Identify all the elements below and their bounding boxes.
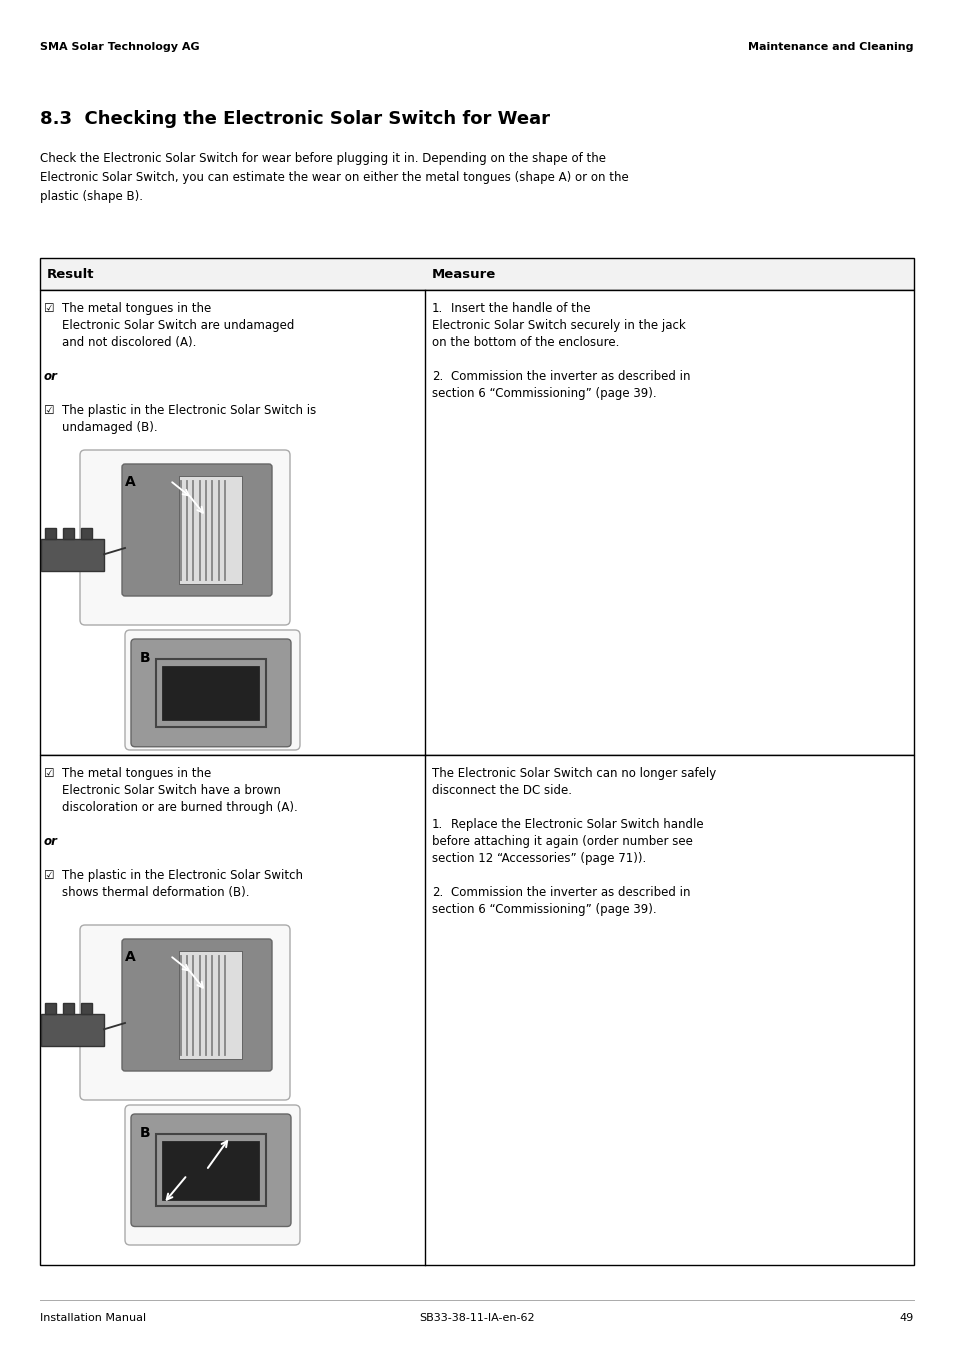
Text: B: B (140, 1126, 151, 1140)
Bar (81, 529, 92, 539)
Bar (155, 1134, 266, 1206)
FancyBboxPatch shape (80, 925, 290, 1101)
FancyBboxPatch shape (122, 940, 272, 1071)
Bar (40, 754, 913, 1265)
Text: Installation Manual: Installation Manual (40, 1313, 146, 1324)
Text: or: or (44, 836, 58, 848)
FancyBboxPatch shape (125, 1105, 299, 1245)
Text: SB33-38-11-IA-en-62: SB33-38-11-IA-en-62 (418, 1313, 535, 1324)
Text: A: A (125, 475, 135, 489)
Bar (41, 1014, 104, 1045)
Bar (81, 1003, 92, 1014)
FancyBboxPatch shape (131, 639, 291, 746)
Text: 2.: 2. (432, 370, 443, 383)
Text: The plastic in the Electronic Solar Switch: The plastic in the Electronic Solar Swit… (62, 869, 303, 882)
Text: ☑: ☑ (44, 301, 54, 315)
Text: The metal tongues in the: The metal tongues in the (62, 301, 211, 315)
Text: The Electronic Solar Switch can no longer safely: The Electronic Solar Switch can no longe… (432, 767, 716, 780)
Bar (179, 950, 242, 1059)
Text: Electronic Solar Switch, you can estimate the wear on either the metal tongues (: Electronic Solar Switch, you can estimat… (40, 170, 628, 184)
Text: A: A (125, 950, 135, 964)
Text: section 6 “Commissioning” (page 39).: section 6 “Commissioning” (page 39). (432, 387, 656, 400)
Text: 49: 49 (899, 1313, 913, 1324)
FancyBboxPatch shape (80, 450, 290, 625)
Text: and not discolored (A).: and not discolored (A). (62, 337, 196, 349)
Text: discoloration or are burned through (A).: discoloration or are burned through (A). (62, 800, 297, 814)
Text: disconnect the DC side.: disconnect the DC side. (432, 784, 572, 796)
Text: The metal tongues in the: The metal tongues in the (62, 767, 211, 780)
Bar (40, 289, 913, 754)
Bar (64, 529, 74, 539)
Text: Check the Electronic Solar Switch for wear before plugging it in. Depending on t: Check the Electronic Solar Switch for we… (40, 151, 605, 165)
Text: Electronic Solar Switch have a brown: Electronic Solar Switch have a brown (62, 784, 280, 796)
Bar (41, 539, 104, 571)
Text: B: B (140, 652, 151, 665)
Text: Maintenance and Cleaning: Maintenance and Cleaning (748, 42, 913, 51)
Text: Measure: Measure (432, 268, 496, 280)
Text: undamaged (B).: undamaged (B). (62, 420, 157, 434)
Text: plastic (shape B).: plastic (shape B). (40, 191, 143, 203)
Text: section 6 “Commissioning” (page 39).: section 6 “Commissioning” (page 39). (432, 903, 656, 917)
Bar (155, 660, 266, 726)
Text: Commission the inverter as described in: Commission the inverter as described in (451, 370, 690, 383)
Bar (179, 476, 242, 584)
Text: The plastic in the Electronic Solar Switch is: The plastic in the Electronic Solar Swit… (62, 404, 315, 416)
Text: Insert the handle of the: Insert the handle of the (451, 301, 590, 315)
Text: ☑: ☑ (44, 404, 54, 416)
FancyBboxPatch shape (131, 1114, 291, 1226)
Text: Commission the inverter as described in: Commission the inverter as described in (451, 886, 690, 899)
Text: 8.3  Checking the Electronic Solar Switch for Wear: 8.3 Checking the Electronic Solar Switch… (40, 110, 550, 128)
Text: Replace the Electronic Solar Switch handle: Replace the Electronic Solar Switch hand… (451, 818, 703, 831)
Bar (64, 1003, 74, 1014)
Text: ☑: ☑ (44, 869, 54, 882)
Text: 2.: 2. (432, 886, 443, 899)
Text: before attaching it again (order number see: before attaching it again (order number … (432, 836, 692, 848)
Bar (46, 529, 56, 539)
Text: SMA Solar Technology AG: SMA Solar Technology AG (40, 42, 199, 51)
Text: on the bottom of the enclosure.: on the bottom of the enclosure. (432, 337, 618, 349)
Bar (163, 667, 258, 719)
Text: ☑: ☑ (44, 767, 54, 780)
FancyBboxPatch shape (125, 630, 299, 750)
FancyBboxPatch shape (122, 464, 272, 596)
Bar (40, 258, 913, 289)
Text: 1.: 1. (432, 818, 443, 831)
Text: section 12 “Accessories” (page 71)).: section 12 “Accessories” (page 71)). (432, 852, 645, 865)
Bar (163, 1141, 258, 1199)
Text: Electronic Solar Switch are undamaged: Electronic Solar Switch are undamaged (62, 319, 294, 333)
Text: or: or (44, 370, 58, 383)
Text: shows thermal deformation (B).: shows thermal deformation (B). (62, 886, 250, 899)
Text: Result: Result (47, 268, 94, 280)
Bar (46, 1003, 56, 1014)
Text: Electronic Solar Switch securely in the jack: Electronic Solar Switch securely in the … (432, 319, 685, 333)
Text: 1.: 1. (432, 301, 443, 315)
